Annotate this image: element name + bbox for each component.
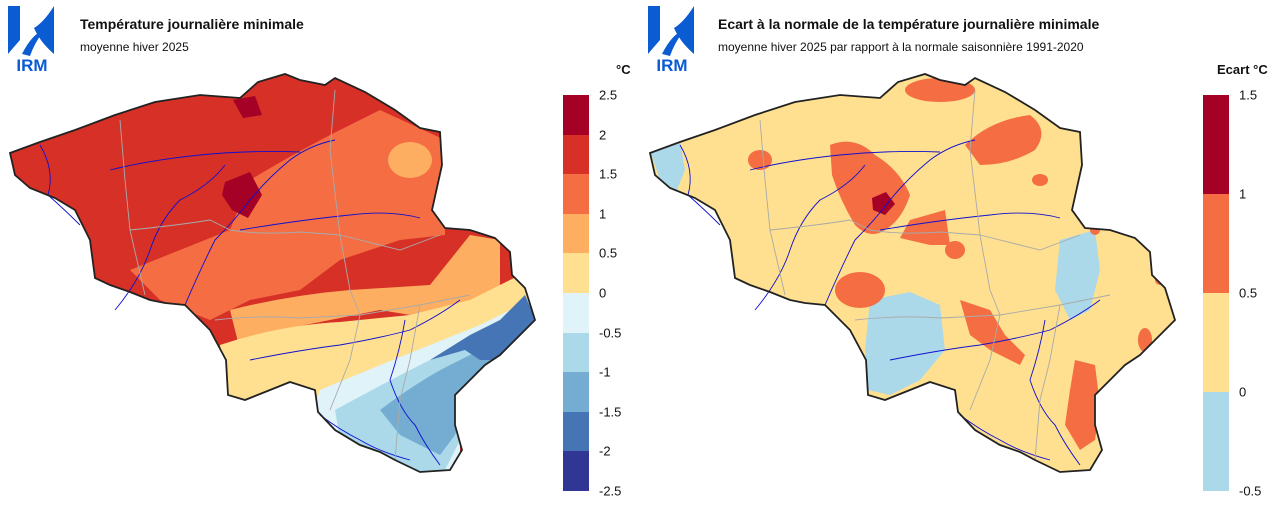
legend-tick-label: 2.5	[599, 87, 618, 103]
province-borders	[119, 89, 471, 461]
legend-swatch	[563, 213, 589, 254]
irm-logo-text: IRM	[16, 56, 47, 74]
legend-swatch	[1203, 194, 1229, 293]
country-border	[8, 73, 537, 473]
map-subtitle: moyenne hiver 2025 par rapport à la norm…	[718, 40, 1084, 54]
legend-swatch	[563, 451, 589, 491]
legend-tick-label: 0	[599, 285, 607, 301]
legend-tick-label: 1	[599, 206, 607, 222]
legend-tick-label: -1.5	[599, 404, 622, 420]
map-title: Température journalière minimale	[80, 16, 304, 32]
legend-unit: Ecart °C	[1217, 62, 1268, 77]
temperature-map	[8, 73, 537, 473]
legend-swatch	[563, 372, 589, 412]
panel-anomaly: IRM Ecart à la normale de la température…	[640, 0, 1280, 507]
legend-tick-label: -2.5	[599, 483, 622, 499]
irm-logo: IRM	[8, 6, 54, 74]
legend-swatch	[1203, 392, 1229, 491]
legend-tick-label: -0.5	[1239, 483, 1262, 499]
legend-tick-label: 1	[1239, 186, 1247, 202]
legend-swatch	[563, 253, 589, 293]
legend-tick-label: 2	[599, 127, 607, 143]
legend-tick-label: -1	[599, 364, 611, 380]
legend-swatch	[563, 174, 589, 214]
legend-tick-label: 1.5	[1239, 87, 1258, 103]
legend-swatch	[563, 293, 589, 333]
panel-min-temperature: IRM Température journalière minimale moy…	[8, 6, 631, 499]
irm-logo-text: IRM	[656, 56, 687, 74]
legend-tick-label: -0.5	[599, 325, 622, 341]
map-subtitle: moyenne hiver 2025	[80, 40, 189, 54]
legend-tick-label: 0.5	[599, 245, 618, 261]
legend-swatch	[563, 332, 589, 373]
province-borders	[759, 89, 1111, 461]
legend-tick-label: 1.5	[599, 166, 618, 182]
legend-tick-label: 0.5	[1239, 285, 1258, 301]
rivers	[679, 139, 1101, 466]
legend-tick-label: -2	[599, 443, 611, 459]
legend-swatch	[563, 134, 589, 175]
map-title: Ecart à la normale de la température jou…	[718, 16, 1100, 32]
legend-swatch	[563, 95, 589, 135]
country-border	[648, 73, 1177, 473]
legend-swatch	[563, 411, 589, 452]
legend-swatch	[1203, 95, 1229, 194]
legend-swatch	[1203, 293, 1229, 392]
rivers	[39, 139, 461, 466]
irm-logo: IRM	[648, 6, 694, 74]
legend-tick-label: 0	[1239, 384, 1247, 400]
legend-unit: °C	[616, 62, 631, 77]
anomaly-map	[648, 73, 1177, 473]
